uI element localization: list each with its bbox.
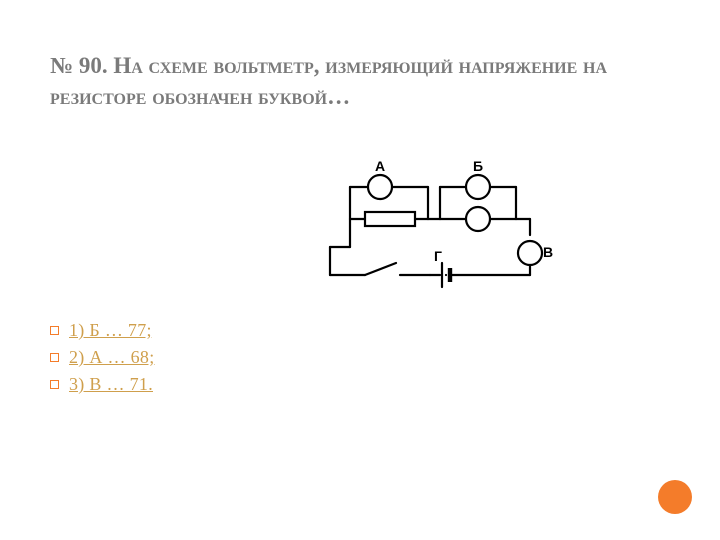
svg-text:Г: Г [434, 248, 442, 264]
slide-number-badge [658, 480, 692, 514]
bullet-icon [50, 380, 59, 389]
answer-option[interactable]: 1) Б … 77; [50, 320, 155, 341]
question-title: № 90. На схеме вольтметр, измеряющий нап… [50, 50, 670, 112]
answer-option[interactable]: 2) А … 68; [50, 347, 155, 368]
bullet-icon [50, 326, 59, 335]
svg-text:Б: Б [473, 158, 483, 174]
svg-text:А: А [375, 158, 385, 174]
answer-option[interactable]: 3) В … 71. [50, 374, 155, 395]
answer-label: 1) Б … 77; [69, 320, 152, 341]
answer-label: 3) В … 71. [69, 374, 153, 395]
answers-list: 1) Б … 77; 2) А … 68; 3) В … 71. [50, 320, 155, 401]
bullet-icon [50, 353, 59, 362]
svg-text:В: В [543, 244, 553, 260]
answer-label: 2) А … 68; [69, 347, 155, 368]
circuit-diagram: А Б В Г [310, 155, 570, 295]
